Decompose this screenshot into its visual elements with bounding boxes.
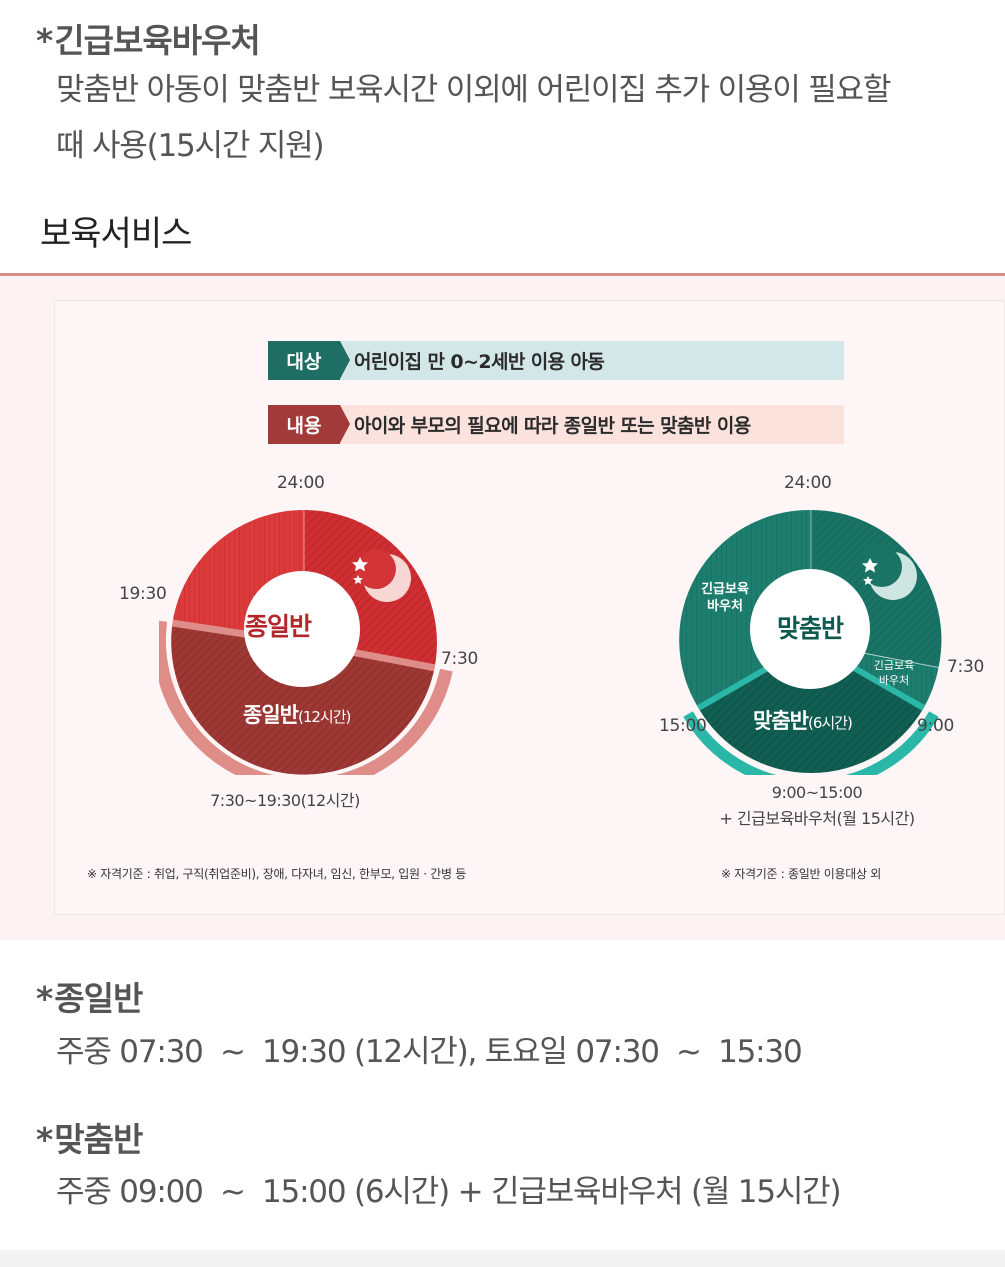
custom-segment-label: 맞춤반(6시간) bbox=[753, 705, 853, 735]
full-day-note-title: *종일반 bbox=[36, 972, 143, 1020]
full-day-time-top: 24:00 bbox=[277, 473, 325, 493]
full-day-clock bbox=[159, 510, 453, 775]
moon-icon bbox=[862, 547, 917, 600]
custom-time-left: 15:00 bbox=[659, 716, 707, 736]
custom-center-disc bbox=[750, 569, 870, 689]
full-day-segment-ring bbox=[159, 620, 453, 775]
custom-voucher-left-line-1: 긴급보육 bbox=[701, 582, 749, 597]
target-row: 대상 어린이집 만 0~2세반 이용 아동 bbox=[268, 341, 844, 380]
full-day-center-label: 종일반 bbox=[245, 612, 312, 641]
target-text: 어린이집 만 0~2세반 이용 아동 bbox=[354, 351, 605, 373]
target-tag: 대상 bbox=[268, 341, 340, 380]
full-day-footnote: ※ 자격기준 : 취업, 구직(취업준비), 장애, 다자녀, 임신, 한부모,… bbox=[87, 867, 467, 881]
custom-time-top: 24:00 bbox=[784, 473, 832, 493]
full-day-time-left: 19:30 bbox=[119, 584, 167, 604]
moon-icon bbox=[352, 549, 411, 602]
custom-time-right: 7:30 bbox=[947, 657, 984, 677]
custom-caption-line-2: + 긴급보육바우처(월 15시간) bbox=[719, 809, 915, 828]
custom-clock bbox=[679, 509, 942, 775]
target-tag-arrow bbox=[340, 341, 350, 379]
asterisk-icon: * bbox=[36, 21, 53, 60]
full-day-segment-wedge bbox=[171, 623, 435, 775]
custom-center-label: 맞춤반 bbox=[777, 614, 844, 643]
content-tag: 내용 bbox=[268, 405, 340, 444]
full-day-note-text: 주중 07:30 ~ 19:30 (12시간), 토요일 07:30 ~ 15:… bbox=[56, 1034, 803, 1070]
custom-segment-ring bbox=[683, 711, 939, 775]
custom-voucher-right-line-2: 바우처 bbox=[878, 674, 910, 687]
full-day-time-right: 7:30 bbox=[441, 649, 478, 669]
section-title: 보육서비스 bbox=[40, 214, 192, 254]
voucher-note-line-2: 때 사용(15시간 지원) bbox=[56, 128, 325, 164]
asterisk-icon: * bbox=[36, 1120, 53, 1159]
custom-footnote: ※ 자격기준 : 종일반 이용대상 외 bbox=[721, 867, 881, 881]
custom-note-title: *맞춤반 bbox=[36, 1113, 143, 1161]
custom-voucher-left-line-2: 바우처 bbox=[707, 599, 743, 614]
infographic-panel: 대상 어린이집 만 0~2세반 이용 아동 내용 아이와 부모의 필요에 따라 … bbox=[54, 300, 1005, 915]
content-row: 내용 아이와 부모의 필요에 따라 종일반 또는 맞춤반 이용 bbox=[268, 405, 844, 444]
content-text: 아이와 부모의 필요에 따라 종일반 또는 맞춤반 이용 bbox=[354, 415, 751, 437]
section-divider bbox=[0, 273, 1005, 276]
asterisk-icon: * bbox=[36, 979, 53, 1018]
content-tag-arrow bbox=[340, 405, 350, 443]
custom-voucher-right-line-1: 긴급보육 bbox=[873, 659, 915, 672]
bottom-strip bbox=[0, 1250, 1005, 1267]
custom-caption-line-1: 9:00~15:00 bbox=[771, 783, 863, 802]
voucher-note-title: *긴급보육바우처 bbox=[36, 14, 261, 62]
full-day-segment-name: 종일반 bbox=[243, 703, 299, 727]
full-day-caption: 7:30~19:30(12시간) bbox=[210, 791, 360, 810]
custom-segment-hours: (6시간) bbox=[807, 714, 853, 732]
voucher-note-heading: 긴급보육바우처 bbox=[54, 21, 261, 60]
custom-voucher-left-label: 긴급보육 바우처 bbox=[687, 581, 763, 615]
full-day-segment-label: 종일반(12시간) bbox=[243, 699, 351, 729]
custom-note-heading: 맞춤반 bbox=[54, 1120, 143, 1159]
full-day-note-heading: 종일반 bbox=[54, 979, 143, 1018]
custom-time-bottom-right: 9:00 bbox=[917, 716, 954, 736]
full-day-segment-hours: (12시간) bbox=[297, 708, 351, 726]
custom-voucher-right-label: 긴급보육 바우처 bbox=[858, 658, 930, 688]
custom-segment-name: 맞춤반 bbox=[753, 709, 809, 733]
full-day-center-disc bbox=[244, 571, 360, 687]
voucher-note-line-1: 맞춤반 아동이 맞춤반 보육시간 이외에 어린이집 추가 이용이 필요할 bbox=[56, 72, 891, 108]
custom-note-text: 주중 09:00 ~ 15:00 (6시간) + 긴급보육바우처 (월 15시간… bbox=[56, 1174, 842, 1210]
